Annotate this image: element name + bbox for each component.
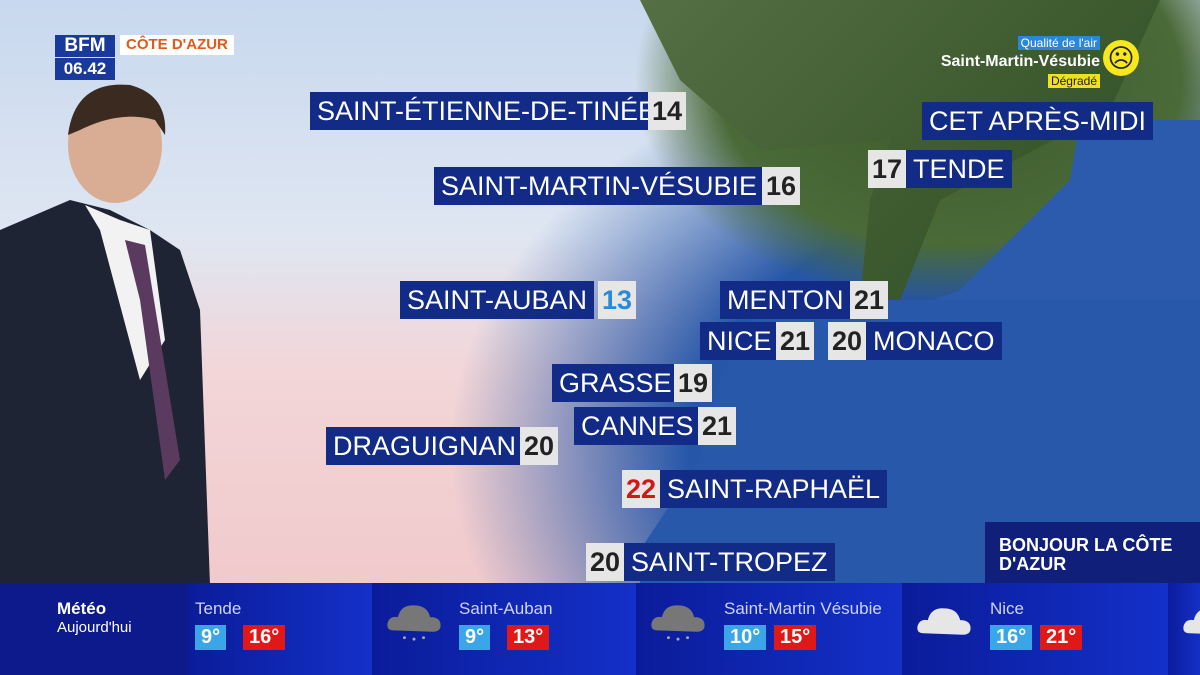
map-label-city: SAINT-RAPHAËL: [660, 470, 888, 508]
ticker-max: 21°: [1040, 625, 1083, 650]
ticker-max: 15°: [774, 625, 817, 650]
map-label-city: TENDE: [906, 150, 1012, 188]
map-label-temp: 21: [850, 281, 888, 319]
cloud-icon: [917, 608, 971, 635]
map-label-temp: 16: [762, 167, 800, 205]
map-label-city: NICE: [700, 322, 779, 360]
map-label-city: DRAGUIGNAN: [326, 427, 524, 465]
ticker-max: 16°: [243, 625, 286, 650]
map-label-temp: 20: [828, 322, 866, 360]
air-quality-status: Dégradé: [1047, 74, 1100, 88]
ticker-header: Météo Aujourd'hui: [0, 583, 188, 675]
cloud-icon: [1183, 610, 1200, 634]
ticker-min: 9°: [195, 625, 227, 650]
map-label-temp: 20: [520, 427, 558, 465]
map-label-city: MENTON: [720, 281, 851, 319]
map-label-city: SAINT-ÉTIENNE-DE-TINÉE: [310, 92, 664, 130]
ticker-item: [1168, 583, 1200, 675]
air-quality-label: Qualité de l'air: [1017, 36, 1100, 50]
ticker-min: 9°: [459, 625, 491, 650]
ticker-item: Tende 9° 16°: [188, 583, 372, 675]
clock: 06.42: [55, 58, 115, 80]
map-label-city: CANNES: [574, 407, 701, 445]
map-label-city: SAINT-AUBAN: [400, 281, 595, 319]
map-label-city: SAINT-TROPEZ: [624, 543, 835, 581]
sad-face-icon: ☹: [1103, 40, 1139, 76]
ticker-city: Tende: [195, 599, 242, 618]
show-title: BONJOUR LA CÔTE D'AZUR: [985, 522, 1200, 583]
map-label-temp: 20: [586, 543, 624, 581]
ticker-min: 16°: [990, 625, 1033, 650]
ticker-city: Nice: [990, 599, 1025, 618]
air-quality: Qualité de l'air Saint-Martin-Vésubie Dé…: [932, 34, 1100, 90]
ticker-item: Saint-Auban 9° 13°: [372, 583, 636, 675]
map-label-temp: 21: [776, 322, 814, 360]
ticker-city: Saint-Martin Vésubie: [724, 599, 882, 618]
ticker-max: 13°: [507, 625, 550, 650]
map-label-temp: 13: [598, 281, 636, 319]
map-label-temp: 22: [622, 470, 660, 508]
ticker-title: Météo: [57, 599, 107, 618]
period-label: CET APRÈS-MIDI: [922, 102, 1154, 140]
map-label-temp: 14: [648, 92, 686, 130]
ticker-item: Nice 16° 21°: [902, 583, 1168, 675]
ticker-item: Saint-Martin Vésubie 10° 15°: [636, 583, 902, 675]
presenter: [0, 84, 210, 585]
weather-ticker: Météo Aujourd'hui Tende 9° 16° Saint-Aub…: [0, 583, 1200, 675]
air-quality-city: Saint-Martin-Vésubie: [940, 53, 1100, 70]
map-label-temp: 21: [698, 407, 736, 445]
ticker-city: Saint-Auban: [459, 599, 553, 618]
rain-cloud-icon: [387, 605, 441, 641]
channel-logo: BFM: [55, 35, 115, 57]
ticker-min: 10°: [724, 625, 767, 650]
ticker-subtitle: Aujourd'hui: [57, 619, 132, 636]
region-badge: CÔTE D'AZUR: [120, 35, 234, 55]
map-label-temp: 17: [868, 150, 906, 188]
map-label-city: GRASSE: [552, 364, 679, 402]
map-label-city: SAINT-MARTIN-VÉSUBIE: [434, 167, 765, 205]
map-label-temp: 19: [674, 364, 712, 402]
rain-cloud-icon: [651, 605, 705, 641]
map-label-city: MONACO: [866, 322, 1002, 360]
